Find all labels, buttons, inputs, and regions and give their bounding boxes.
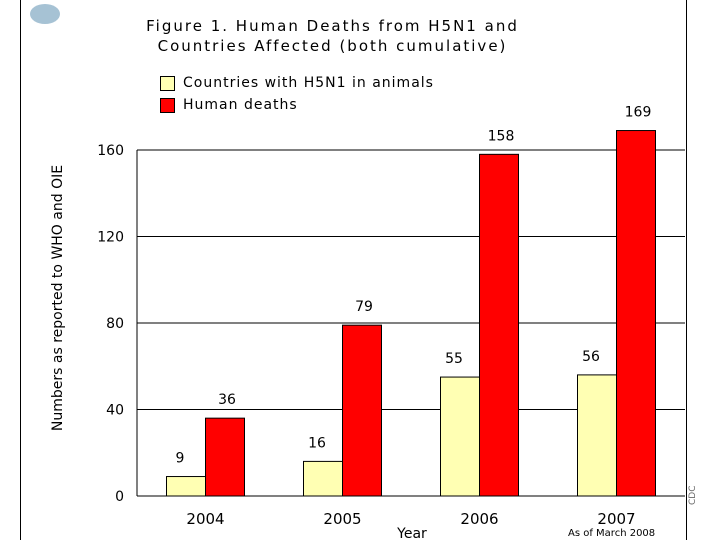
x-tick-label-2005: 2005 (323, 510, 361, 528)
title-line-2: Countries Affected (both cumulative) (157, 37, 508, 55)
bar-countries-2004 (166, 476, 206, 497)
data-label-deaths-2005: 79 (355, 299, 373, 315)
legend-item-deaths: Human deaths (160, 94, 434, 116)
y-tick-label-160: 160 (97, 143, 124, 159)
title-line-1: Figure 1. Human Deaths from H5N1 and (146, 17, 519, 35)
legend-swatch-countries (160, 75, 175, 91)
bar-countries-2005 (303, 460, 343, 497)
bar-deaths-2006 (479, 153, 519, 497)
data-label-countries-2006: 55 (445, 351, 463, 367)
chart-title: Figure 1. Human Deaths from H5N1 and Cou… (0, 16, 665, 56)
bar-countries-2007 (577, 374, 617, 497)
legend-item-countries: Countries with H5N1 in animals (160, 72, 434, 94)
legend-label-countries: Countries with H5N1 in animals (183, 75, 434, 91)
legend-swatch-deaths (160, 97, 175, 113)
legend: Countries with H5N1 in animals Human dea… (160, 72, 434, 116)
data-label-countries-2007: 56 (582, 349, 600, 365)
y-tick-label-80: 80 (106, 316, 124, 332)
x-tick-label-2007: 2007 (597, 510, 635, 528)
footnote: As of March 2008 (568, 528, 656, 539)
data-label-deaths-2007: 169 (625, 105, 652, 121)
x-axis-title: Year (396, 526, 427, 540)
legend-label-deaths: Human deaths (183, 97, 298, 113)
bar-countries-2006 (440, 376, 480, 497)
bar-deaths-2005 (342, 324, 382, 497)
data-label-deaths-2006: 158 (488, 128, 515, 144)
data-label-countries-2005: 16 (308, 435, 326, 451)
x-tick-label-2006: 2006 (460, 510, 498, 528)
y-tick-label-0: 0 (115, 489, 124, 505)
y-tick-label-40: 40 (106, 403, 124, 419)
data-label-deaths-2004: 36 (218, 392, 236, 408)
bar-deaths-2004 (205, 417, 245, 497)
bar-deaths-2007 (616, 130, 656, 497)
data-label-countries-2004: 9 (176, 451, 185, 467)
x-tick-label-2004: 2004 (186, 510, 224, 528)
side-text: CDC (688, 485, 698, 506)
logo-icon (30, 4, 60, 24)
y-tick-label-120: 120 (97, 230, 124, 246)
